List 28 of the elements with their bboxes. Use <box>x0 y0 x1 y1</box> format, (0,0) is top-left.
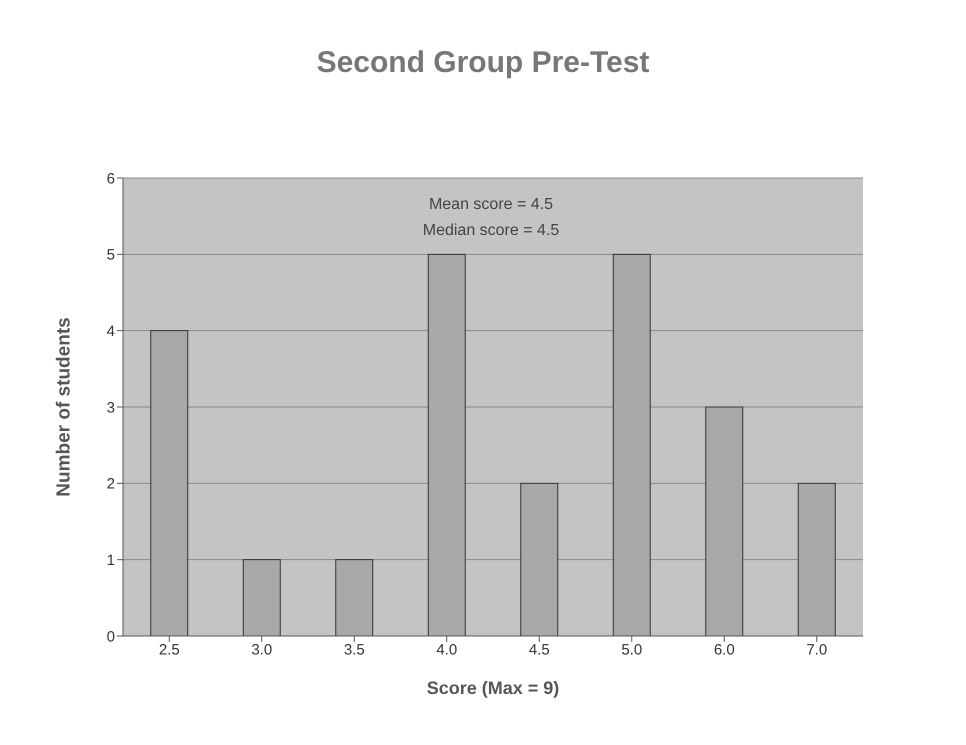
y-axis-title: Number of students <box>54 317 75 497</box>
bar <box>150 330 188 636</box>
x-tick-label: 5.0 <box>621 642 642 659</box>
annotation: Mean score = 4.5 <box>428 196 554 214</box>
y-tick-label: 4 <box>106 322 115 340</box>
y-tick-label: 2 <box>106 476 115 493</box>
y-tick-label: 5 <box>106 246 115 264</box>
bar <box>798 482 836 636</box>
y-tick-label: 6 <box>106 170 115 188</box>
bar <box>428 254 466 636</box>
x-tick-label: 3.5 <box>344 642 365 659</box>
y-tick-label: 1 <box>106 552 115 569</box>
annotation: Median score = 4.5 <box>422 222 560 240</box>
chart-title: Second Group Pre-Test <box>316 46 650 80</box>
x-tick-label: 4.0 <box>436 642 458 659</box>
bar <box>335 559 374 636</box>
x-tick-label: 3.0 <box>251 642 272 659</box>
bar <box>612 254 651 636</box>
bar <box>705 406 744 636</box>
y-tick-label: 0 <box>106 628 115 646</box>
bar <box>520 482 558 636</box>
x-tick-label: 7.0 <box>806 642 828 659</box>
x-tick-label: 6.0 <box>714 642 735 659</box>
x-axis-title: Score (Max = 9) <box>426 678 560 698</box>
y-tick-label: 3 <box>106 399 115 416</box>
x-tick-label: 2.5 <box>158 642 180 659</box>
bar <box>242 559 281 636</box>
x-tick-label: 4.5 <box>528 642 550 659</box>
